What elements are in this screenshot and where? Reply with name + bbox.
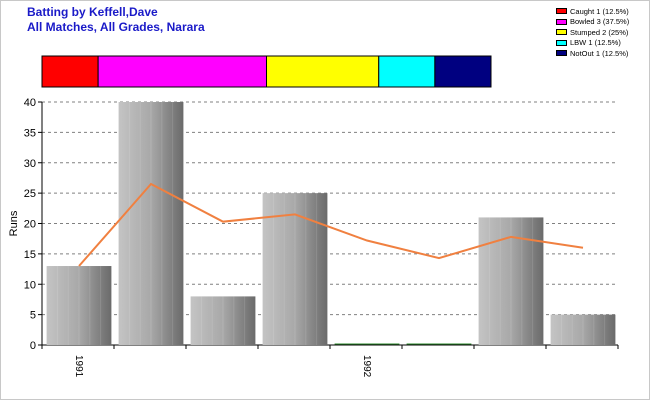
bar bbox=[46, 266, 112, 345]
legend-label: NotOut 1 (12.5%) bbox=[570, 48, 629, 58]
bar bbox=[478, 217, 544, 345]
y-tick-label: 5 bbox=[30, 310, 36, 322]
y-tick-label: 20 bbox=[24, 219, 36, 231]
chart-subtitle: All Matches, All Grades, Narara bbox=[27, 20, 205, 34]
legend-swatch bbox=[556, 29, 567, 36]
legend-item: Caught 1 (12.5%) bbox=[556, 6, 629, 17]
legend-label: Stumped 2 (25%) bbox=[570, 27, 629, 37]
legend-swatch bbox=[556, 39, 567, 46]
y-axis-label: Runs bbox=[8, 210, 20, 236]
legend-label: LBW 1 (12.5%) bbox=[570, 38, 621, 48]
legend-label: Caught 1 (12.5%) bbox=[570, 6, 629, 16]
y-tick-label: 35 bbox=[24, 127, 36, 139]
legend-swatch bbox=[556, 8, 567, 15]
legend-swatch bbox=[556, 50, 567, 57]
legend-label: Bowled 3 (37.5%) bbox=[570, 17, 630, 27]
average-line bbox=[78, 182, 584, 267]
dismissal-segment-stumped bbox=[266, 55, 380, 88]
y-tick-label: 25 bbox=[24, 188, 36, 200]
dismissal-segment-bowled bbox=[97, 55, 267, 88]
legend: Caught 1 (12.5%) Bowled 3 (37.5%) Stumped … bbox=[556, 6, 629, 59]
x-tick-label: 1991 bbox=[73, 355, 84, 378]
legend-item: NotOut 1 (12.5%) bbox=[556, 48, 629, 59]
legend-item: Stumped 2 (25%) bbox=[556, 27, 629, 38]
legend-item: Bowled 3 (37.5%) bbox=[556, 17, 629, 28]
dismissal-segment-lbw bbox=[378, 55, 436, 88]
y-tick-label: 0 bbox=[30, 340, 36, 352]
dismissal-segment-caught bbox=[41, 55, 99, 88]
y-tick-label: 15 bbox=[24, 249, 36, 261]
bar bbox=[118, 102, 184, 345]
y-tick-label: 10 bbox=[24, 279, 36, 291]
dismissal-segment-notout bbox=[434, 55, 492, 88]
x-tick-label: 1992 bbox=[361, 355, 372, 378]
chart-title: Batting by Keffell,Dave bbox=[27, 5, 158, 19]
legend-swatch bbox=[556, 18, 567, 25]
bar bbox=[262, 193, 328, 345]
bar bbox=[190, 296, 256, 345]
y-tick-label: 40 bbox=[24, 97, 36, 109]
legend-item: LBW 1 (12.5%) bbox=[556, 38, 629, 49]
bar bbox=[550, 314, 616, 345]
y-tick-label: 30 bbox=[24, 158, 36, 170]
